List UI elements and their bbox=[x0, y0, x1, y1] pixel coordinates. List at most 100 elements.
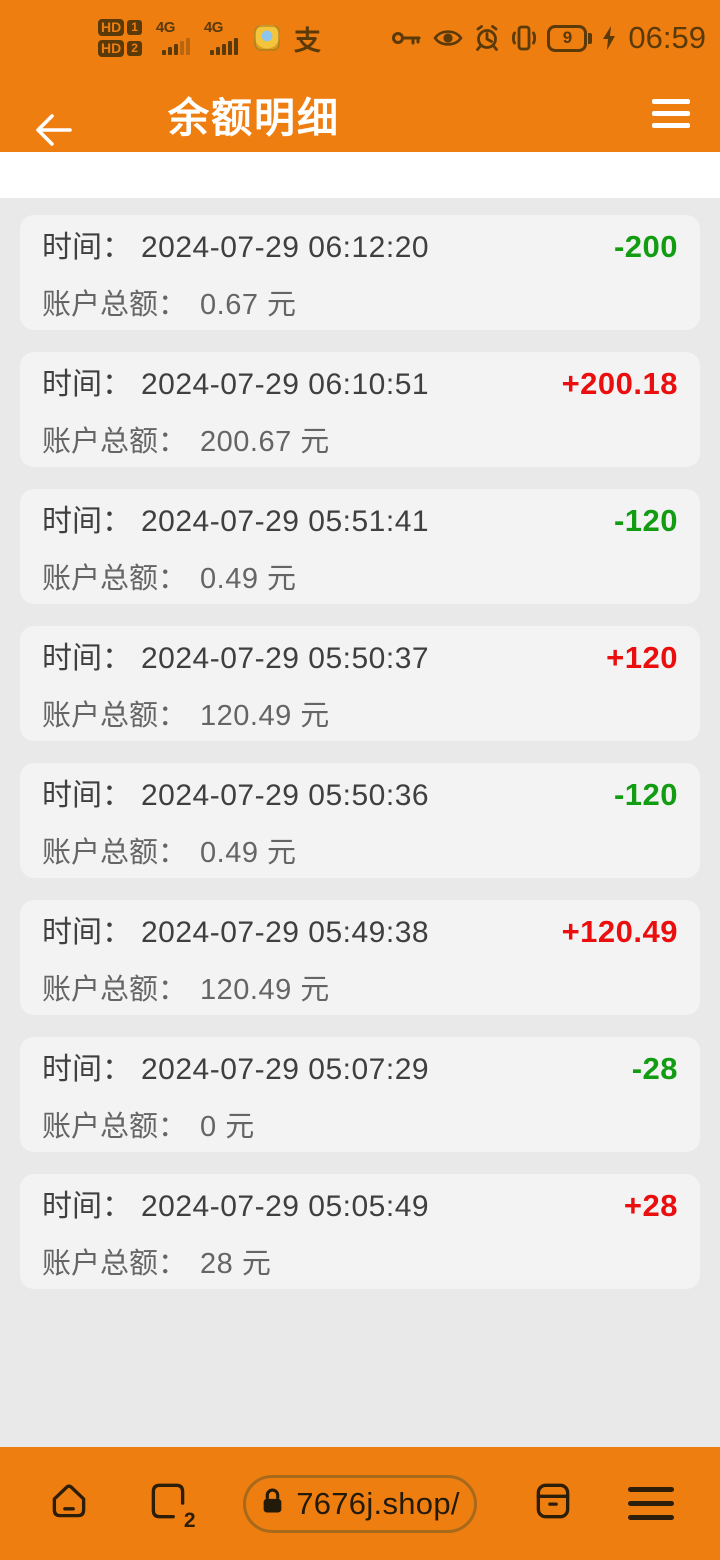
transaction-time: 2024-07-29 05:05:49 bbox=[141, 1190, 430, 1223]
battery-icon: 9 bbox=[547, 24, 593, 52]
browser-bottom-bar: 2 7676j.shop/ bbox=[0, 1447, 720, 1560]
sim2-signal: 4G bbox=[204, 20, 238, 55]
transaction-card[interactable]: 时间： 2024-07-29 05:07:29 -28 账户总额： 0 元 bbox=[20, 1037, 700, 1152]
transaction-time: 2024-07-29 05:51:41 bbox=[141, 505, 430, 538]
header-menu-icon[interactable] bbox=[652, 93, 690, 133]
transaction-card[interactable]: 时间： 2024-07-29 05:05:49 +28 账户总额： 28 元 bbox=[20, 1174, 700, 1289]
volte-indicators: HD 1 HD 2 bbox=[98, 19, 142, 57]
time-label: 时间： bbox=[42, 779, 132, 812]
toolbox-icon[interactable] bbox=[530, 1478, 576, 1529]
signal-bars-icon bbox=[209, 37, 238, 55]
network-type-label: 4G bbox=[155, 19, 176, 36]
time-label: 时间： bbox=[42, 642, 132, 675]
total-label: 账户总额： bbox=[42, 426, 188, 458]
time-label: 时间： bbox=[42, 1190, 132, 1223]
hd-badge: HD bbox=[98, 19, 125, 36]
transaction-card[interactable]: 时间： 2024-07-29 05:51:41 -120 账户总额： 0.49 元 bbox=[20, 489, 700, 604]
alarm-icon bbox=[473, 24, 501, 52]
transaction-row-bottom: 账户总额： 28 元 bbox=[42, 1240, 678, 1282]
app-header: 余额明细 bbox=[0, 76, 720, 152]
total-label: 账户总额： bbox=[42, 974, 188, 1006]
total-label: 账户总额： bbox=[42, 700, 188, 732]
time-line: 时间： 2024-07-29 05:07:29 bbox=[42, 1044, 429, 1088]
transaction-row-bottom: 账户总额： 120.49 元 bbox=[42, 692, 678, 734]
account-total: 0 元 bbox=[200, 1111, 255, 1143]
charging-bolt-icon bbox=[601, 25, 617, 51]
alipay-notification-icon: 支 bbox=[293, 25, 321, 56]
sim2-volte: HD 2 bbox=[98, 40, 142, 57]
sim2-number: 2 bbox=[127, 41, 142, 56]
transaction-amount: +120 bbox=[606, 640, 678, 675]
battery-level: 9 bbox=[547, 24, 588, 52]
status-bar-right: 9 06:59 bbox=[391, 20, 706, 56]
sim1-number: 1 bbox=[127, 20, 142, 35]
transaction-row-top: 时间： 2024-07-29 06:12:20 -200 bbox=[42, 222, 678, 266]
tabs-icon[interactable]: 2 bbox=[145, 1478, 196, 1532]
transaction-row-bottom: 账户总额： 0.49 元 bbox=[42, 555, 678, 597]
transaction-card[interactable]: 时间： 2024-07-29 05:49:38 +120.49 账户总额： 120… bbox=[20, 900, 700, 1015]
time-label: 时间： bbox=[42, 368, 132, 401]
time-line: 时间： 2024-07-29 05:05:49 bbox=[42, 1181, 429, 1225]
total-label: 账户总额： bbox=[42, 563, 188, 595]
transaction-time: 2024-07-29 05:50:36 bbox=[141, 779, 430, 812]
signal-bars-icon bbox=[161, 37, 190, 55]
total-label: 账户总额： bbox=[42, 1248, 188, 1280]
transaction-row-top: 时间： 2024-07-29 05:49:38 +120.49 bbox=[42, 907, 678, 951]
status-bar-left: HD 1 HD 2 4G 4G 支 bbox=[98, 19, 321, 58]
key-icon bbox=[391, 26, 423, 50]
transaction-row-top: 时间： 2024-07-29 06:10:51 +200.18 bbox=[42, 359, 678, 403]
hd-badge: HD bbox=[98, 40, 125, 57]
eye-icon bbox=[432, 26, 464, 50]
time-line: 时间： 2024-07-29 06:10:51 bbox=[42, 359, 429, 403]
account-total: 120.49 元 bbox=[200, 700, 330, 732]
transaction-time: 2024-07-29 05:49:38 bbox=[141, 916, 430, 949]
transaction-time: 2024-07-29 06:12:20 bbox=[141, 231, 430, 264]
transaction-card[interactable]: 时间： 2024-07-29 06:12:20 -200 账户总额： 0.67 元 bbox=[20, 215, 700, 330]
account-total: 120.49 元 bbox=[200, 974, 330, 1006]
transaction-row-top: 时间： 2024-07-29 05:07:29 -28 bbox=[42, 1044, 678, 1088]
time-label: 时间： bbox=[42, 1053, 132, 1086]
total-label: 账户总额： bbox=[42, 1111, 188, 1143]
transaction-card[interactable]: 时间： 2024-07-29 06:10:51 +200.18 账户总额： 200… bbox=[20, 352, 700, 467]
account-total: 0.49 元 bbox=[200, 563, 297, 595]
transaction-amount: +28 bbox=[623, 1188, 678, 1223]
time-line: 时间： 2024-07-29 05:49:38 bbox=[42, 907, 429, 951]
time-line: 时间： 2024-07-29 05:51:41 bbox=[42, 496, 429, 540]
tab-count-badge: 2 bbox=[183, 1509, 196, 1532]
home-icon[interactable] bbox=[46, 1478, 92, 1529]
time-line: 时间： 2024-07-29 05:50:36 bbox=[42, 770, 429, 814]
total-label: 账户总额： bbox=[42, 289, 188, 321]
vibrate-icon bbox=[510, 24, 538, 52]
total-label: 账户总额： bbox=[42, 837, 188, 869]
back-arrow-icon[interactable] bbox=[30, 106, 78, 154]
url-text: 7676j.shop/ bbox=[296, 1485, 460, 1521]
transaction-card[interactable]: 时间： 2024-07-29 05:50:37 +120 账户总额： 120.49… bbox=[20, 626, 700, 741]
transaction-card[interactable]: 时间： 2024-07-29 05:50:36 -120 账户总额： 0.49 元 bbox=[20, 763, 700, 878]
transaction-amount: -200 bbox=[613, 229, 678, 264]
balance-detail-list: 时间： 2024-07-29 06:12:20 -200 账户总额： 0.67 元… bbox=[0, 198, 720, 1447]
time-line: 时间： 2024-07-29 05:50:37 bbox=[42, 633, 429, 677]
transaction-amount: -28 bbox=[631, 1051, 678, 1086]
status-bar: HD 1 HD 2 4G 4G 支 bbox=[0, 0, 720, 76]
time-label: 时间： bbox=[42, 231, 132, 264]
account-total: 0.49 元 bbox=[200, 837, 297, 869]
transaction-row-top: 时间： 2024-07-29 05:51:41 -120 bbox=[42, 496, 678, 540]
transaction-list: 时间： 2024-07-29 06:12:20 -200 账户总额： 0.67 元… bbox=[0, 215, 720, 1289]
transaction-row-bottom: 账户总额： 120.49 元 bbox=[42, 966, 678, 1008]
sim1-volte: HD 1 bbox=[98, 19, 142, 36]
battery-nub bbox=[588, 32, 593, 44]
transaction-row-bottom: 账户总额： 0.67 元 bbox=[42, 281, 678, 323]
transaction-row-bottom: 账户总额： 0.49 元 bbox=[42, 829, 678, 871]
time-label: 时间： bbox=[42, 916, 132, 949]
address-bar[interactable]: 7676j.shop/ bbox=[243, 1474, 477, 1533]
browser-menu-icon[interactable] bbox=[628, 1487, 674, 1520]
account-total: 200.67 元 bbox=[200, 426, 330, 458]
transaction-amount: -120 bbox=[613, 503, 678, 538]
time-label: 时间： bbox=[42, 505, 132, 538]
account-total: 0.67 元 bbox=[200, 289, 297, 321]
sim1-signal: 4G bbox=[155, 19, 190, 55]
page-title: 余额明细 bbox=[168, 95, 340, 141]
header-divider-strip bbox=[0, 152, 720, 198]
app-notification-icon bbox=[253, 25, 280, 51]
